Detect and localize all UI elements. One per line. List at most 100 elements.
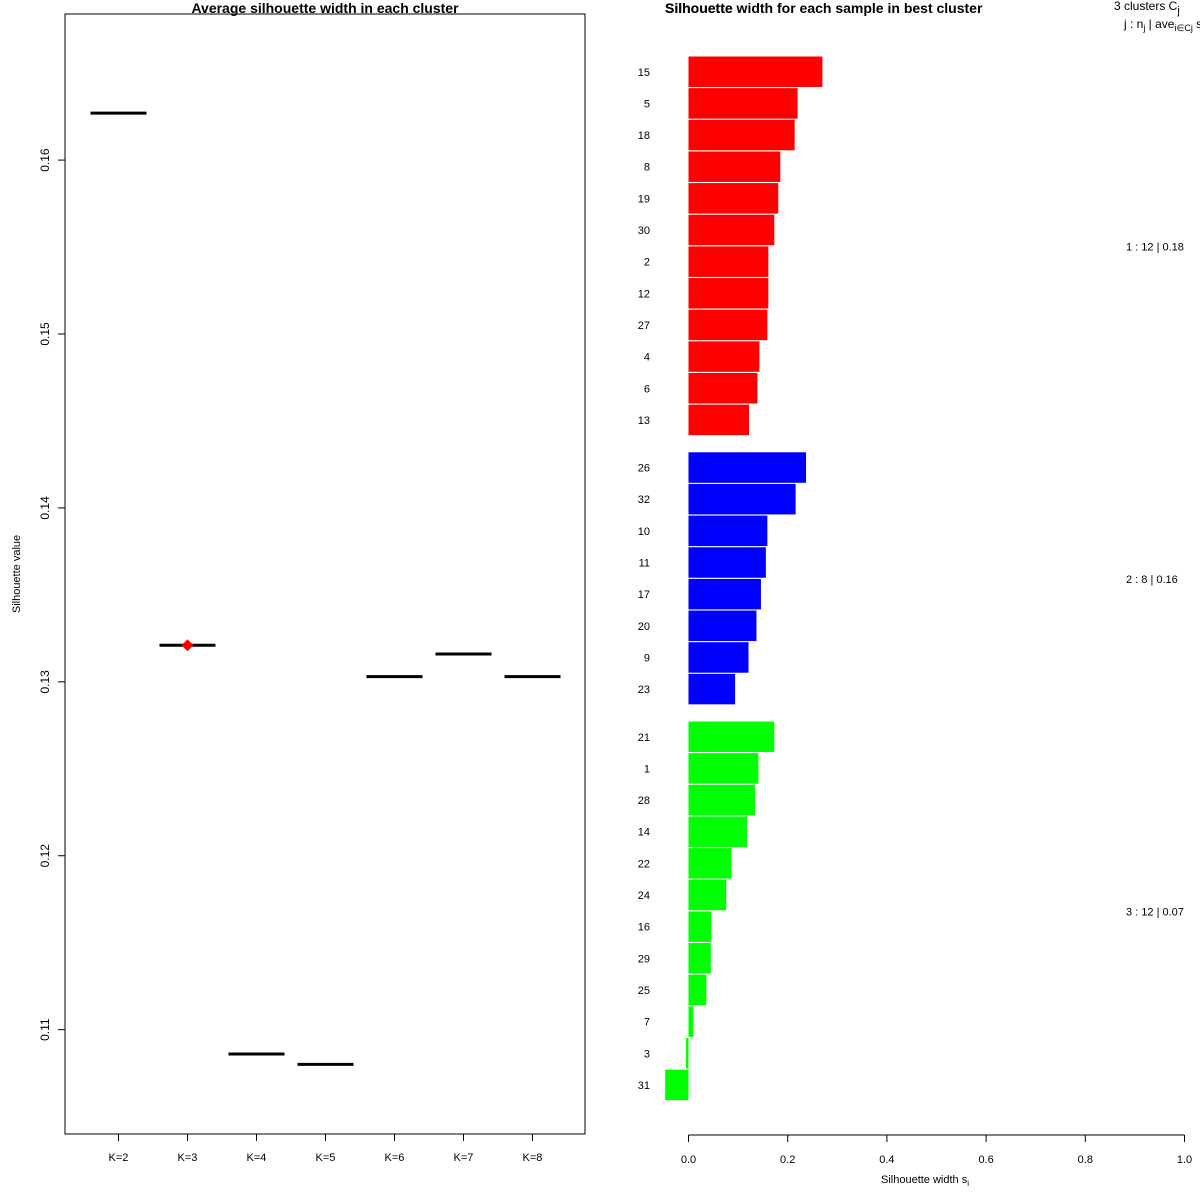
right-x-tick-label: 0.8 <box>1078 1154 1093 1166</box>
left-y-tick-label: 0.15 <box>38 322 52 346</box>
silhouette-bar <box>688 483 796 515</box>
sample-label: 31 <box>638 1080 650 1092</box>
sample-label: 30 <box>638 225 650 237</box>
silhouette-bar <box>688 246 769 277</box>
sample-label: 29 <box>638 953 650 965</box>
silhouette-bar <box>688 753 759 784</box>
silhouette-bar <box>688 816 748 847</box>
sample-label: 4 <box>644 352 650 364</box>
sample-label: 25 <box>638 985 650 997</box>
silhouette-bar <box>688 642 749 673</box>
sample-label: 15 <box>638 67 650 79</box>
sample-label: 23 <box>638 684 650 696</box>
left-y-tick-label: 0.13 <box>38 670 52 694</box>
silhouette-bar <box>688 721 775 752</box>
legend-header-sub: j <box>1176 5 1179 17</box>
right-x-axis-label: Silhouette width si <box>881 1174 969 1188</box>
silhouette-bar <box>688 56 823 87</box>
left-marks <box>90 111 561 1066</box>
silhouette-bar <box>686 1038 689 1069</box>
silhouette-bar <box>688 784 755 816</box>
silhouette-bar <box>688 1006 694 1037</box>
silhouette-bar <box>688 183 779 214</box>
sample-label: 2 <box>644 257 650 269</box>
silhouette-bar <box>688 88 798 119</box>
left-x-tick-label: K=6 <box>385 1152 405 1164</box>
sample-label: 12 <box>638 288 650 300</box>
legend-sub-j: j <box>1142 23 1145 33</box>
sample-label: 20 <box>638 621 650 633</box>
silhouette-bar <box>688 578 761 610</box>
sample-label: 27 <box>638 320 650 332</box>
left-y-tick-label: 0.16 <box>38 148 52 172</box>
legend-header-line-1: 3 clusters Cj <box>1114 0 1180 17</box>
legend-header-line-2: j : nj | avei∈Cj s <box>1123 17 1200 33</box>
legend-j-n: j : n <box>1123 17 1143 31</box>
best-k-marker <box>181 639 194 652</box>
legend-ave: | ave <box>1145 17 1174 31</box>
silhouette-bar <box>688 278 769 309</box>
sample-label: 26 <box>638 463 650 475</box>
left-x-tick-label: K=3 <box>178 1152 198 1164</box>
left-x-tick-label: K=2 <box>109 1152 129 1164</box>
sample-label: 13 <box>638 415 650 427</box>
silhouette-bar <box>688 943 711 974</box>
silhouette-bar <box>688 452 807 483</box>
sample-label: 10 <box>638 526 650 538</box>
avg-silhouette-panel: Average silhouette width in each cluster… <box>11 0 586 1164</box>
sample-label: 19 <box>638 193 650 205</box>
left-y-tick-label: 0.12 <box>38 844 52 868</box>
silhouette-bar <box>688 848 732 879</box>
silhouette-bar <box>688 373 758 404</box>
right-bars <box>665 56 823 1101</box>
left-x-tick-label: K=8 <box>523 1152 543 1164</box>
silhouette-bar <box>688 673 736 705</box>
silhouette-bar <box>688 610 757 642</box>
left-y-axis-label: Silhouette value <box>11 535 23 613</box>
silhouette-bar <box>688 151 781 182</box>
sample-label: 17 <box>638 589 650 601</box>
sample-label: 7 <box>644 1017 650 1029</box>
right-sample-labels: 15 5 18 8 19 30 2 12 27 4 6 13 26 32 10 11 17 20 9 23 21 1 28 1… <box>638 67 650 1092</box>
silhouette-bar <box>688 119 795 151</box>
sample-label: 22 <box>638 858 650 870</box>
legend-s: s <box>1193 17 1200 31</box>
left-y-axis: 0.11 0.12 0.13 0.14 0.15 0.16 <box>38 148 65 1041</box>
silhouette-bar <box>688 404 750 436</box>
right-x-tick-label: 0.0 <box>681 1154 696 1166</box>
left-x-tick-label: K=7 <box>454 1152 474 1164</box>
right-x-tick-label: 0.2 <box>780 1154 795 1166</box>
right-x-tick-label: 0.4 <box>879 1154 894 1166</box>
sample-label: 28 <box>638 795 650 807</box>
sample-label: 6 <box>644 383 650 395</box>
sample-label: 21 <box>638 732 650 744</box>
silhouette-bar <box>688 879 727 911</box>
sample-label: 16 <box>638 922 650 934</box>
left-y-tick-label: 0.14 <box>38 496 52 520</box>
sample-label: 5 <box>644 98 650 110</box>
right-x-axis-label-text: Silhouette width s <box>881 1174 968 1186</box>
cluster-summary-label: 1 : 12 | 0.18 <box>1126 241 1184 253</box>
silhouette-bar <box>688 974 707 1006</box>
legend-header-text: 3 clusters C <box>1114 0 1178 13</box>
silhouette-bar <box>688 515 768 547</box>
sample-label: 8 <box>644 162 650 174</box>
left-plot-frame <box>64 13 586 1135</box>
left-x-tick-label: K=5 <box>316 1152 336 1164</box>
silhouette-bar <box>688 309 768 341</box>
sample-label: 18 <box>638 130 650 142</box>
right-x-tick-label: 1.0 <box>1177 1154 1192 1166</box>
left-chart-title: Average silhouette width in each cluster <box>191 0 459 16</box>
right-x-tick-label: 0.6 <box>978 1154 993 1166</box>
silhouette-bar <box>688 911 712 942</box>
left-y-tick-label: 0.11 <box>38 1018 52 1041</box>
right-cluster-summaries: 1 : 12 | 0.18 2 : 8 | 0.16 3 : 12 | 0.07 <box>1126 241 1184 918</box>
sample-silhouette-panel: Silhouette width for each sample in best… <box>638 0 1200 1188</box>
sample-label: 11 <box>639 558 650 570</box>
sample-label: 14 <box>638 827 650 839</box>
right-overlapping-title: Silhouette <box>665 0 733 16</box>
sample-label: 3 <box>644 1048 650 1060</box>
cluster-summary-label: 3 : 12 | 0.07 <box>1126 906 1184 918</box>
legend-sub-i-in-cj: i∈Cj <box>1174 23 1192 33</box>
